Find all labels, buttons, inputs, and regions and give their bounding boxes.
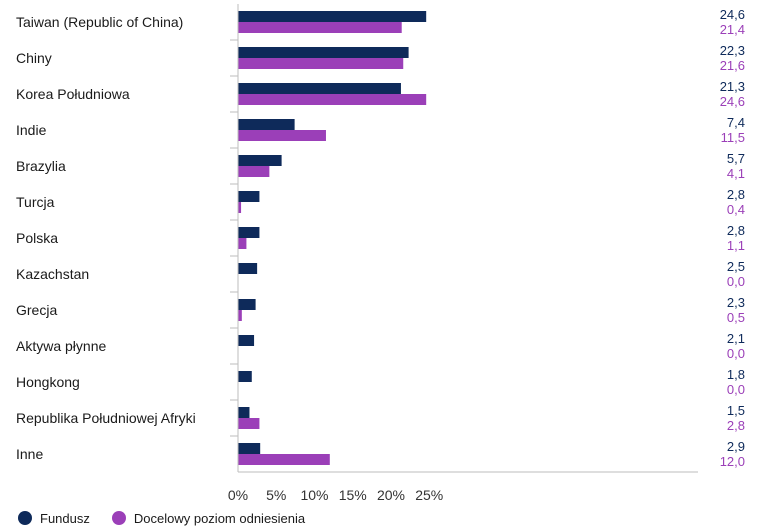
bar-fund (238, 11, 427, 22)
legend-label-benchmark: Docelowy poziom odniesienia (133, 510, 306, 526)
category-label: Polska (16, 230, 58, 246)
bar-fund (238, 155, 282, 166)
value-label-fund: 21,3 (720, 79, 745, 94)
value-label-fund: 2,9 (727, 439, 745, 454)
value-label-fund: 24,6 (720, 7, 745, 22)
bar-benchmark (238, 238, 247, 249)
bar-benchmark (238, 166, 270, 177)
value-label-fund: 2,8 (727, 223, 745, 238)
category-label: Hongkong (16, 374, 80, 390)
x-tick-label: 0% (228, 487, 248, 503)
value-labels: 24,621,422,321,621,324,67,411,55,74,12,8… (720, 7, 745, 469)
legend-item-fund: Fundusz (18, 511, 90, 526)
bar-fund (238, 443, 261, 454)
value-label-benchmark: 24,6 (720, 94, 745, 109)
value-label-fund: 22,3 (720, 43, 745, 58)
value-label-benchmark: 0,5 (727, 310, 745, 325)
bar-benchmark (238, 130, 326, 141)
category-label: Inne (16, 446, 43, 462)
category-label: Republika Południowej Afryki (16, 410, 196, 426)
value-label-benchmark: 0,0 (727, 382, 745, 397)
legend-swatch-fund (18, 511, 32, 525)
category-label: Chiny (16, 50, 52, 66)
bar-fund (238, 263, 258, 274)
category-label: Aktywa płynne (16, 338, 106, 354)
value-label-benchmark: 1,1 (727, 238, 745, 253)
value-label-benchmark: 12,0 (720, 454, 745, 469)
category-labels: Taiwan (Republic of China) Chiny Korea Poł… (16, 14, 196, 462)
bar-benchmark (238, 22, 402, 33)
value-label-benchmark: 21,4 (720, 22, 745, 37)
bar-fund (238, 119, 295, 130)
value-label-fund: 1,5 (727, 403, 745, 418)
bar-fund (238, 191, 260, 202)
value-label-benchmark: 0,0 (727, 346, 745, 361)
bar-fund (238, 335, 255, 346)
bar-fund (238, 83, 401, 94)
x-tick-label: 15% (339, 487, 367, 503)
value-label-benchmark: 11,5 (721, 130, 745, 145)
category-label: Grecja (16, 302, 57, 318)
x-axis: 0% 5% 10% 15% 20% 25% (228, 4, 698, 503)
bar-benchmark (238, 418, 260, 429)
category-label: Brazylia (16, 158, 66, 174)
bar-fund (238, 407, 250, 418)
legend-swatch-benchmark (111, 511, 126, 525)
bar-fund (238, 299, 256, 310)
bar-benchmark (238, 202, 242, 213)
value-label-fund: 2,5 (727, 259, 745, 274)
value-label-fund: 5,7 (727, 151, 745, 166)
value-label-benchmark: 2,8 (727, 418, 745, 433)
legend-item-benchmark: Docelowy poziom odniesienia (111, 510, 306, 526)
x-tick-label: 10% (300, 487, 328, 503)
category-label: Korea Południowa (16, 86, 130, 102)
value-label-fund: 2,8 (727, 187, 745, 202)
bar-benchmark (238, 58, 404, 69)
bar-benchmark (238, 94, 427, 105)
bar-fund (238, 47, 409, 58)
bar-benchmark (238, 454, 330, 465)
category-label: Turcja (16, 194, 55, 210)
legend: Fundusz Docelowy poziom odniesienia (18, 508, 327, 528)
value-label-benchmark: 21,6 (720, 58, 745, 73)
value-label-fund: 2,3 (727, 295, 745, 310)
category-separators (230, 39, 238, 437)
value-label-fund: 2,1 (727, 331, 745, 346)
bar-benchmark (238, 310, 242, 321)
category-label: Kazachstan (16, 266, 89, 282)
x-tick-label: 5% (266, 487, 286, 503)
bars (238, 11, 427, 465)
bar-fund (238, 371, 252, 382)
legend-label-fund: Fundusz (40, 510, 90, 526)
bar-chart: Taiwan (Republic of China) Chiny Korea Poł… (16, 4, 745, 503)
x-tick-label: 20% (377, 487, 405, 503)
category-label: Indie (16, 122, 47, 138)
value-label-benchmark: 0,4 (727, 202, 745, 217)
value-label-benchmark: 4,1 (727, 166, 745, 181)
value-label-fund: 7,4 (727, 115, 745, 130)
x-tick-label: 25% (415, 487, 443, 503)
value-label-benchmark: 0,0 (727, 274, 745, 289)
bar-fund (238, 227, 260, 238)
value-label-fund: 1,8 (727, 367, 745, 382)
category-label: Taiwan (Republic of China) (16, 14, 183, 30)
